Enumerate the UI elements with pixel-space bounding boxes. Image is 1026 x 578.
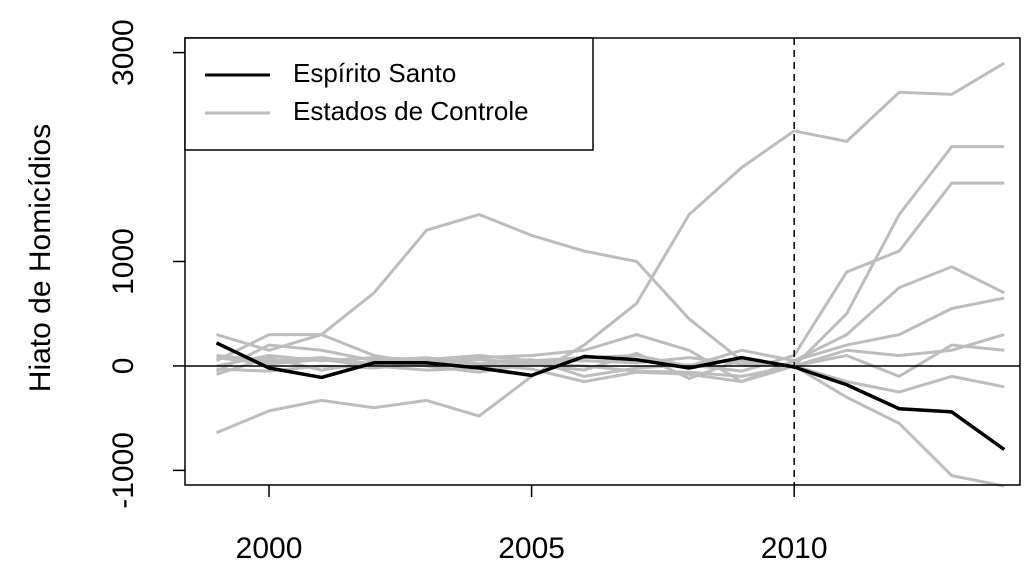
plot-frame — [184, 37, 1021, 486]
x-tick-label: 2000 — [236, 532, 303, 565]
y-tick-label: 0 — [107, 358, 140, 375]
series-line — [216, 213, 1005, 488]
y-tick-label: 3000 — [107, 19, 140, 86]
legend-box — [184, 37, 594, 151]
series-line — [216, 145, 1005, 378]
y-axis-label: Hiato de Homicídios — [24, 124, 57, 392]
legend-label: Estados de Controle — [293, 96, 529, 126]
legend-label: Espírito Santo — [293, 58, 456, 88]
series-line — [215, 61, 1006, 435]
series-line — [215, 341, 1006, 451]
series-line — [215, 181, 1005, 378]
x-tick-label: 2005 — [498, 532, 565, 565]
y-tick-label: 1000 — [107, 228, 140, 295]
y-tick-label: -1000 — [107, 432, 140, 509]
series-line — [216, 296, 1005, 368]
x-tick-label: 2010 — [761, 532, 828, 565]
series-line — [215, 265, 1005, 384]
